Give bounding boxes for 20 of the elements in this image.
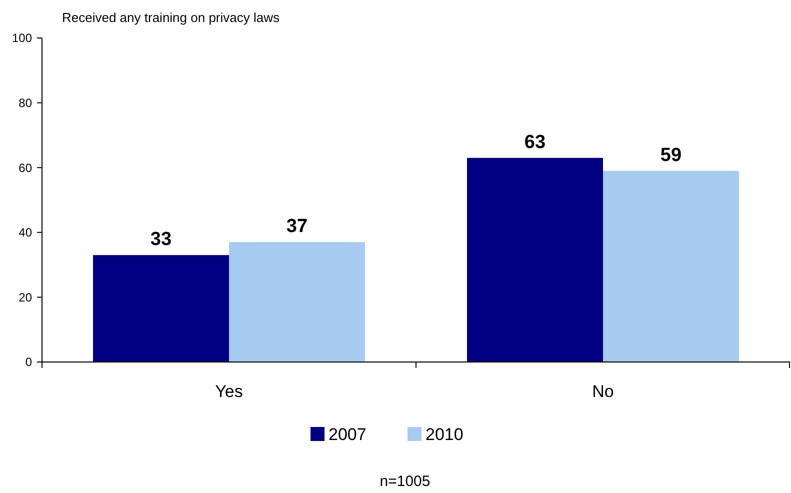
legend-label: 2010 [426,424,464,444]
x-tick-label: No [592,382,614,401]
x-tick-label: Yes [215,382,243,401]
bar [229,242,365,362]
bar [93,255,229,362]
y-tick-label: 60 [18,160,32,175]
y-tick-label: 100 [12,31,32,46]
data-label: 37 [286,216,308,238]
data-label: 63 [524,132,546,153]
text: n=1005 [380,473,430,490]
y-tick-label: 40 [18,226,32,240]
data-label: 59 [660,144,682,166]
bar [603,170,739,362]
y-tick-label: 20 [18,290,32,304]
data-label: 33 [150,229,172,250]
legend-label: 2007 [328,424,366,444]
bar [467,158,603,362]
y-tick-label: 0 [25,355,32,370]
chart-title: Received any training on privacy laws [62,10,280,25]
y-tick-label: 80 [18,96,32,110]
